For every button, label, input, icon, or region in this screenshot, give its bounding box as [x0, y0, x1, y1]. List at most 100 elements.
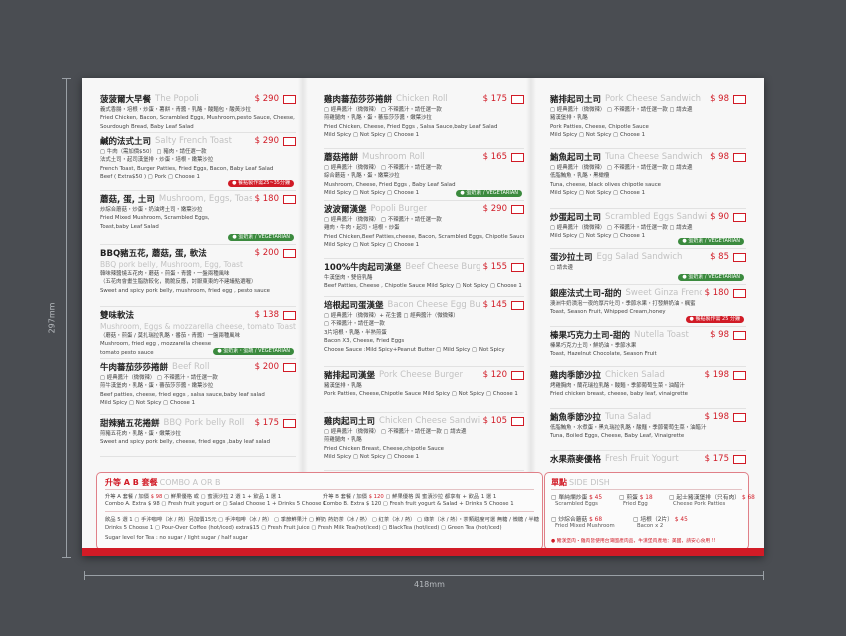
menu-item-description: 豬漢堡排・乳酪	[324, 383, 362, 389]
menu-item-name: 雞肉蕃茄莎莎捲餅	[324, 95, 393, 105]
fold-line	[526, 78, 536, 556]
side-note: ● 豬漢堡肉・雞肉皆使用台灣國產肉品，牛漢堡肉產地：美國，請安心食用 !!	[551, 539, 716, 544]
menu-item-price: $ 105	[482, 416, 507, 426]
side-dish-item[interactable]: ▢ 單純爛炒蛋 $ 45	[551, 495, 603, 501]
side-dish-item[interactable]: ▢ 炒綜合蘑菇 $ 68	[551, 517, 603, 523]
menu-item-name: 蛋沙拉土司	[550, 253, 593, 263]
menu-item-header: 雞肉蕃茄莎莎捲餅 Chicken Roll $ 175	[324, 92, 524, 106]
menu-item-description: Tuna, cheese, black olives chipotle sauc…	[550, 181, 661, 188]
menu-item-description: Mild Spicy ▢ Not Spicy ▢ Choose 1	[550, 190, 646, 197]
order-checkbox[interactable]	[733, 152, 746, 162]
order-checkbox[interactable]	[511, 370, 524, 380]
width-dimension-line	[84, 571, 764, 580]
menu-item-english-name: Pork Cheese Sandwich	[605, 94, 702, 104]
menu-column-2: 雞肉蕃茄莎莎捲餅 Chicken Roll $ 175 ▢ 經典醬汁（微微辣） ▢ 不…	[324, 92, 524, 471]
divider	[105, 489, 534, 490]
menu-item-description: Beef ( Extra$50 ) ▢ Pork ▢ Choose 1	[100, 174, 200, 181]
order-checkbox[interactable]	[283, 362, 296, 372]
menu-item-english-name: Nutella Toast	[634, 330, 689, 340]
menu-item-description: Sweet and spicy pork belly, cheese, frie…	[100, 439, 271, 446]
menu-item: 鮪魚起司土司 Tuna Cheese Sandwich $ 98 ▢ 經典醬汁（微微辣…	[550, 150, 746, 209]
prep-time-badge: ● 餐點製作需25~35分鐘	[228, 180, 294, 187]
order-checkbox[interactable]	[733, 212, 746, 222]
order-checkbox[interactable]	[283, 418, 296, 428]
order-checkbox[interactable]	[283, 310, 296, 320]
menu-item-price: $ 98	[710, 94, 729, 104]
menu-item-english-name: Egg Salad Sandwich	[596, 252, 683, 262]
order-checkbox[interactable]	[511, 152, 524, 162]
menu-item-header: 雞肉起司土司 Chicken Cheese Sandwich $ 105	[324, 414, 524, 428]
menu-item-name: 雙味軟法	[100, 311, 135, 321]
order-checkbox[interactable]	[511, 262, 524, 272]
order-checkbox[interactable]	[733, 252, 746, 262]
menu-item: 蘑菇捲餅 Mushroom Roll $ 165 ▢ 經典醬汁（微微辣） ▢ 不辣醬汁…	[324, 150, 524, 201]
menu-sheet: 菠菠爾大早餐 The Popoli $ 290 義式香腸・培根・炒蛋・薯餅・青醬・乳酪…	[82, 78, 764, 556]
menu-item-english-name: Popoli Burger	[370, 204, 428, 214]
combo-b-line: 升等 B 套餐 / 加價 $ 120 ▢ 鮮果優格 與 蜜漬沙拉 都享有 + 飲…	[323, 494, 497, 500]
menu-item-english-name: The Popoli	[155, 94, 199, 104]
menu-column-3: 豬排起司土司 Pork Cheese Sandwich $ 98 ▢ 經典醬汁（微微辣…	[550, 92, 746, 474]
order-checkbox[interactable]	[733, 94, 746, 104]
order-checkbox[interactable]	[733, 370, 746, 380]
menu-item-description: 煎雞腿肉・乳酪	[324, 437, 362, 444]
order-checkbox[interactable]	[283, 136, 296, 146]
side-dish-section: 單點 SIDE DISH ▢ 單純爛炒蛋 $ 45 Scrambled Eggs ▢ …	[544, 472, 755, 550]
menu-item-description: Mild Spicy ▢ Not Spicy ▢ Choose 1	[324, 242, 420, 249]
menu-item: 鹹的法式土司 Salty French Toast $ 290 ▢ 牛肉（需加價$50…	[100, 134, 296, 191]
menu-item-name: 蘑菇捲餅	[324, 153, 359, 163]
order-checkbox[interactable]	[733, 288, 746, 298]
vegetarian-badge: ● 蛋奶素・蛋蔬 / VEGETARIAN	[213, 348, 294, 355]
menu-item-price: $ 165	[482, 152, 507, 162]
order-checkbox[interactable]	[283, 194, 296, 204]
combo-a-line: 升等 A 套餐 / 加價 $ 98 ▢ 鮮果優格 或 ▢ 蜜漬沙拉 2 選 1 …	[105, 494, 282, 500]
menu-item-english-name: Bacon Cheese Egg Burger	[387, 300, 480, 310]
menu-item: 雞肉起司土司 Chicken Cheese Sandwich $ 105 ▢ 經典醬汁…	[324, 414, 524, 471]
order-checkbox[interactable]	[283, 94, 296, 104]
side-dish-item[interactable]: ▢ 起士豬漢堡排（只有肉） $ 68	[669, 495, 755, 501]
combo-title: 升等 A B 套餐 COMBO A OR B	[105, 478, 221, 487]
menu-item-description: ▢ 經典醬汁（微微辣） ▢ 不辣醬汁・請任選一款	[324, 217, 442, 223]
menu-item-description: Mild Spicy ▢ Not Spicy ▢ Choose 1	[324, 190, 420, 197]
side-dish-english: Fried Mixed Mushroom	[555, 523, 615, 529]
menu-item-description: Choose Sauce :Mild Spicy+Peanut Butter ▢…	[324, 346, 505, 353]
menu-item: 甜辣豬五花捲餅 BBQ Pork belly Roll $ 175 煎豬五花肉・乳酪・…	[100, 416, 296, 457]
menu-item-price: $ 175	[482, 94, 507, 104]
height-dimension-label: 297mm	[47, 302, 57, 334]
side-dish-english: Bacon x 2	[637, 523, 664, 529]
menu-item-description: 澳洲牛奶漬泡一夜的厚片吐司・季節水果・打發鮮奶油・楓蜜	[550, 301, 696, 307]
order-checkbox[interactable]	[733, 412, 746, 422]
menu-item-description: 低脂鮪魚・水煮蛋・黑丸瑞拉乳酪・酸麵・季節葡萄生菜・油醋汁	[550, 425, 707, 431]
menu-item-description: tomato pesto sauce	[100, 349, 154, 356]
menu-item-description: Pork Patties, Cheese, Chipotle Sauce	[550, 123, 649, 130]
menu-item-description: Fried Chicken,Beef Patties,cheese, Bacon…	[324, 233, 524, 240]
order-checkbox[interactable]	[511, 94, 524, 104]
menu-item-header: 榛果巧克力土司-甜的 Nutella Toast $ 98	[550, 328, 746, 342]
menu-item-description: Sweet and spicy pork belly, mushroom, fr…	[100, 287, 270, 294]
menu-item-description: ▢ 經典醬汁（微微辣） ▢ 不辣醬汁・請任選一款 ▢ 請去邊	[550, 165, 693, 171]
menu-item-header: 豬排起司漢堡 Pork Cheese Burger $ 120	[324, 368, 524, 382]
menu-item-english-name: Mushroom Roll	[362, 152, 425, 162]
menu-item: 菠菠爾大早餐 The Popoli $ 290 義式香腸・培根・炒蛋・薯餅・青醬・乳酪…	[100, 92, 296, 133]
side-dish-item[interactable]: ▢ 煎蛋 $ 18	[619, 495, 653, 501]
order-checkbox[interactable]	[511, 416, 524, 426]
order-checkbox[interactable]	[283, 248, 296, 258]
menu-item-english-name: Fresh Fruit Yogurt	[605, 454, 679, 464]
menu-item-price: $ 98	[710, 152, 729, 162]
menu-item-name: 豬排起司漢堡	[324, 371, 376, 381]
order-checkbox[interactable]	[733, 454, 746, 464]
menu-item: 蛋沙拉土司 Egg Salad Sandwich $ 85 ▢ 請去邊 ● 蛋奶素 / …	[550, 250, 746, 285]
bottom-accent-bar	[82, 548, 764, 556]
order-checkbox[interactable]	[733, 330, 746, 340]
menu-item-description: 義式香腸・培根・炒蛋・薯餅・青醬・乳酪・酸麵包・酸黃沙拉	[100, 107, 251, 113]
menu-item-description: Mild Spicy ▢ Not Spicy ▢ Choose 1	[324, 454, 420, 461]
order-checkbox[interactable]	[511, 300, 524, 310]
order-checkbox[interactable]	[511, 204, 524, 214]
menu-item-description: ▢ 牛肉（需加價$50） ▢ 豬肉・請任選一款	[100, 149, 207, 155]
menu-item-name: 波波爾漢堡	[324, 205, 367, 215]
menu-item-name: 牛肉蕃茄莎莎捲餅	[100, 363, 169, 373]
side-dish-item[interactable]: ▢ 培根（2片） $ 45	[633, 517, 688, 523]
menu-item: 雙味軟法 $ 138 Mushroom, Eggs & mozzarella che…	[100, 308, 296, 359]
